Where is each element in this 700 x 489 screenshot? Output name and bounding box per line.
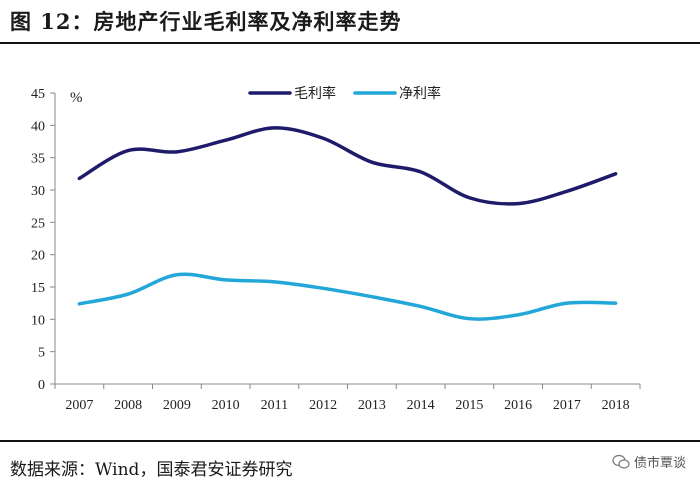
x-tick-label: 2010 [212,398,240,413]
legend-label: 净利率 [399,85,441,102]
y-unit-label: % [70,90,83,106]
x-tick-label: 2017 [553,398,581,413]
y-tick-label: 40 [31,119,45,134]
y-tick-label: 15 [31,281,45,296]
chart-legend: 毛利率 净利率 [248,85,441,102]
y-tick-label: 25 [31,216,45,231]
x-tick-label: 2012 [309,398,337,413]
x-tick-label: 2013 [358,398,386,413]
watermark: 债市覃谈 [612,452,686,471]
y-tick-label: 10 [31,313,45,328]
y-tick-label: 35 [31,152,45,167]
chart-axes [50,92,641,389]
footer-rule [0,440,700,442]
x-tick-label: 2018 [602,398,630,413]
wechat-icon [612,454,630,469]
legend-label: 毛利率 [294,85,336,102]
x-tick-label: 2016 [504,398,532,413]
x-tick-label: 2015 [455,398,483,413]
series-line-net-margin [77,272,618,321]
y-tick-label: 45 [31,87,45,102]
y-tick-label: 0 [38,378,45,393]
x-tick-label: 2007 [65,398,93,413]
x-tick-label: 2008 [114,398,142,413]
header-rule [0,42,700,44]
x-tick-label: 2011 [261,398,288,413]
series-line-gross-margin [77,126,618,206]
figure-title: 图 12：房地产行业毛利率及净利率走势 [10,9,402,34]
x-tick-label: 2014 [407,398,435,413]
y-tick-labels: 0 5 10 15 20 25 30 35 40 45 [31,87,45,393]
watermark-text: 债市覃谈 [633,456,686,471]
figure-header: 图 12：房地产行业毛利率及净利率走势 [0,0,700,44]
y-tick-label: 20 [31,249,45,264]
y-tick-label: 30 [31,184,45,199]
data-source: 数据来源：Wind，国泰君安证券研究 [10,460,293,480]
x-tick-labels: 2007 2008 2009 2010 2011 2012 2013 2014 2015 2016… [65,398,629,413]
x-tick-label: 2009 [163,398,191,413]
y-tick-label: 5 [38,346,45,361]
series-lines [77,126,618,321]
